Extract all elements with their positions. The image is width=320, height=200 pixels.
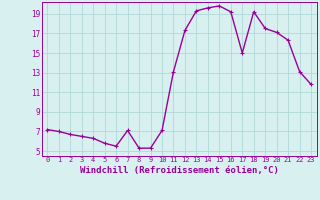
X-axis label: Windchill (Refroidissement éolien,°C): Windchill (Refroidissement éolien,°C) (80, 166, 279, 175)
